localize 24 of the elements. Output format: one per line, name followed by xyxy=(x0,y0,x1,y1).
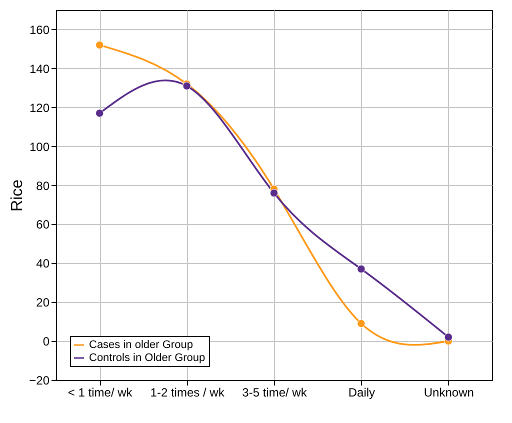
point xyxy=(95,109,104,118)
y-tick-label: 60 xyxy=(36,218,50,232)
point xyxy=(357,319,366,328)
y-tick-label: 140 xyxy=(29,62,50,76)
y-tick-label: 80 xyxy=(36,178,50,193)
x-tick-label: 3-5 time/ wk xyxy=(242,386,308,400)
y-tick-label: 20 xyxy=(36,296,50,310)
x-tick-label: < 1 time/ wk xyxy=(68,386,134,400)
y-tick-label: 40 xyxy=(36,256,50,271)
y-tick-label: 0 xyxy=(42,334,50,349)
point xyxy=(444,333,453,342)
legend-label: Controls in Older Group xyxy=(89,352,206,364)
x-tick-label: Daily xyxy=(348,386,376,400)
y-tick-label: 120 xyxy=(29,100,50,115)
legend-label: Cases in older Group xyxy=(89,339,193,351)
y-tick-label: 160 xyxy=(29,22,50,37)
point xyxy=(270,188,278,198)
y-tick-label: −20 xyxy=(29,374,50,388)
point xyxy=(95,40,104,50)
x-tick-label: Unknown xyxy=(424,386,474,400)
y-tick-label: 100 xyxy=(29,140,50,154)
x-tick-label: 1-2 times / wk xyxy=(150,386,226,400)
y-axis-title: Rice xyxy=(9,179,26,212)
point xyxy=(357,264,366,274)
